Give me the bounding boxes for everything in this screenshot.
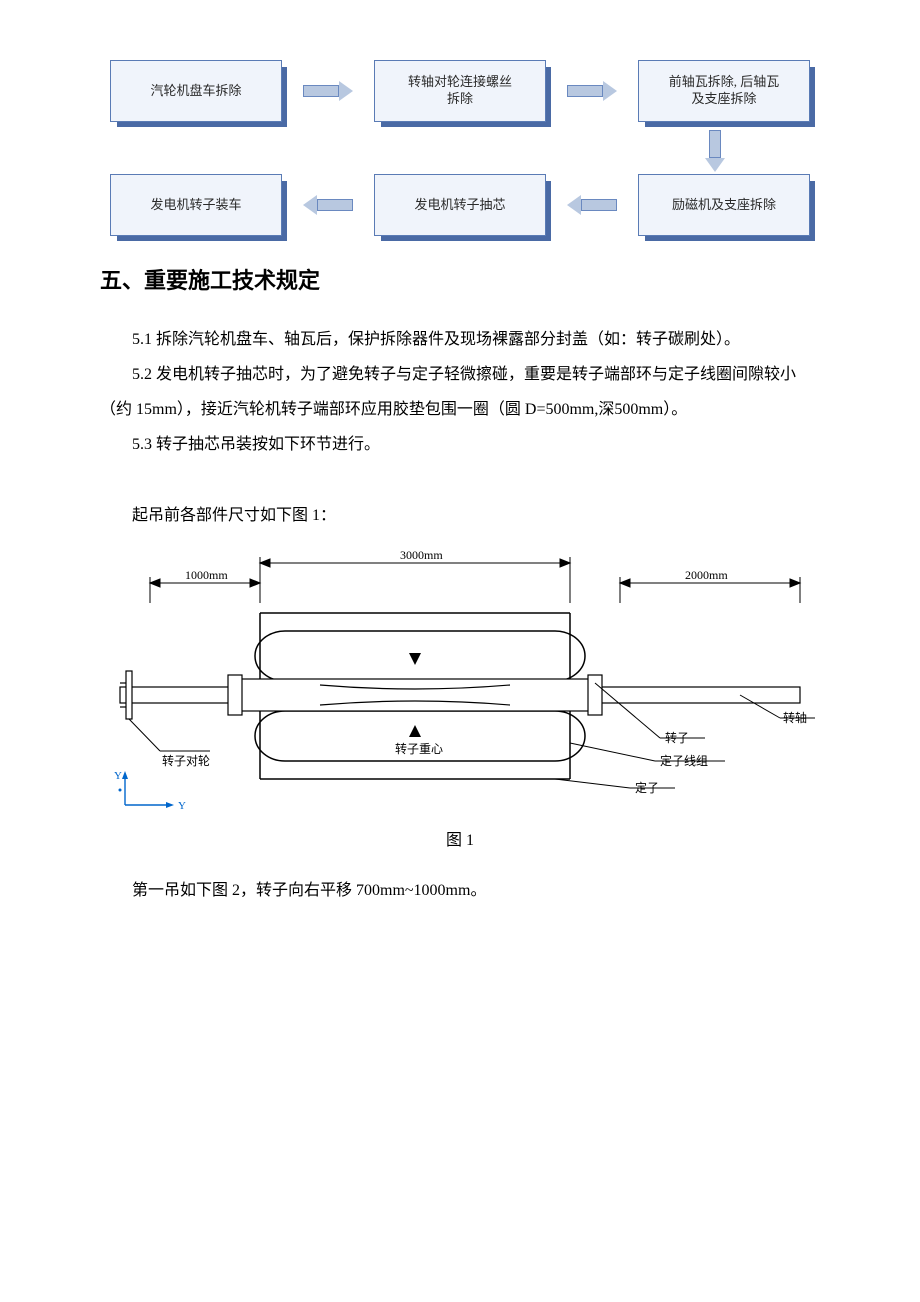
flow-label: 前轴瓦拆除, 后轴瓦 及支座拆除 [669, 74, 780, 108]
flow-label: 发电机转子抽芯 [414, 197, 505, 214]
paragraph-5-3: 5.3 转子抽芯吊装按如下环节进行。 [100, 427, 820, 462]
flow-label: 励磁机及支座拆除 [672, 197, 776, 214]
paragraph-fig1-intro: 起吊前各部件尺寸如下图 1： [100, 498, 820, 533]
axis-y-label: Y [114, 770, 122, 782]
arrow-right-icon [303, 81, 353, 101]
flow-node-5: 发电机转子抽芯 [374, 174, 546, 236]
flow-node-3: 前轴瓦拆除, 后轴瓦 及支座拆除 [638, 60, 810, 122]
flow-label: 转轴对轮连接螺丝 拆除 [408, 74, 512, 108]
arrow-left-icon [567, 195, 617, 215]
flow-row-2: 发电机转子装车 发电机转子抽芯 励磁机及支座拆除 [110, 174, 810, 236]
arrow-right-icon [567, 81, 617, 101]
arrow-left-icon [303, 195, 353, 215]
label-stator-winding: 定子线组 [660, 753, 708, 768]
paragraph-5-1: 5.1 拆除汽轮机盘车、轴瓦后，保护拆除器件及现场裸露部分封盖（如：转子碳刷处）… [100, 322, 820, 357]
arrow-down-icon [705, 130, 725, 170]
paragraph-5-2: 5.2 发电机转子抽芯时，为了避免转子与定子轻微擦碰，重要是转子端部环与定子线圈… [100, 357, 820, 427]
dim-3000: 3000mm [400, 548, 443, 562]
figure-1-caption: 图 1 [100, 823, 820, 858]
label-rotor: 转子 [665, 730, 689, 745]
flow-row-1: 汽轮机盘车拆除 转轴对轮连接螺丝 拆除 前轴瓦拆除, 后轴瓦 及支座拆除 [110, 60, 810, 122]
axis-y2-label: Y [178, 800, 186, 812]
label-shaft: 转轴 [783, 710, 807, 725]
flow-node-1: 汽轮机盘车拆除 [110, 60, 282, 122]
paragraph-first-lift: 第一吊如下图 2，转子向右平移 700mm~1000mm。 [100, 873, 820, 908]
flowchart: 汽轮机盘车拆除 转轴对轮连接螺丝 拆除 前轴瓦拆除, 后轴瓦 及支座拆除 发电机… [110, 60, 810, 236]
flow-node-6: 发电机转子装车 [110, 174, 282, 236]
label-stator: 定子 [635, 780, 659, 795]
cg-label: 转子重心 [395, 741, 443, 756]
flow-label: 汽轮机盘车拆除 [150, 83, 241, 100]
dim-2000: 2000mm [685, 568, 728, 582]
dim-1000: 1000mm [185, 568, 228, 582]
rotor-diagram: 3000mm 1000mm 2000mm 转子重心 转子对轮 [100, 543, 820, 813]
section-heading: 五、重要施工技术规定 [100, 266, 820, 297]
flow-label: 发电机转子装车 [150, 197, 241, 214]
flow-node-4: 励磁机及支座拆除 [638, 174, 810, 236]
label-coupling: 转子对轮 [162, 753, 210, 768]
flow-node-2: 转轴对轮连接螺丝 拆除 [374, 60, 546, 122]
